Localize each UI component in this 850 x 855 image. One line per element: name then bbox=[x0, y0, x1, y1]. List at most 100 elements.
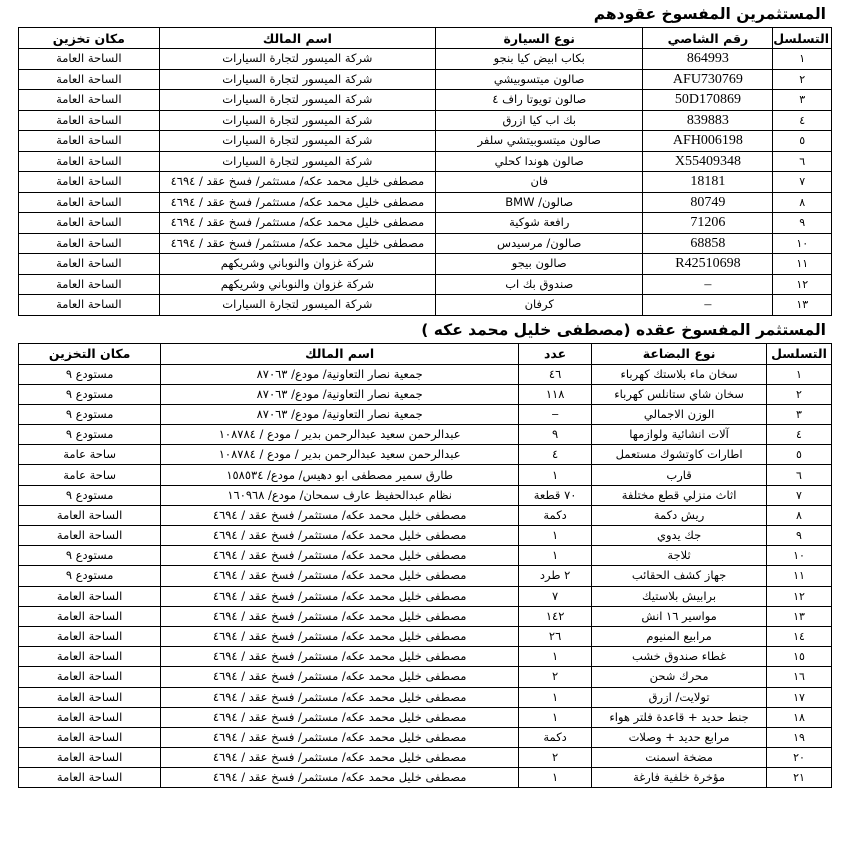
table-row: ١٨ جنط حديد + قاعدة فلتر هواء ١ مصطفى خليل … bbox=[17, 706, 833, 728]
table-row: ١٠ 68858 صالون/ مرسيدس مصطفى خليل محمد عكه/… bbox=[18, 232, 832, 254]
cell-index: ١ bbox=[765, 363, 833, 385]
cell-owner-name: عبدالرحمن سعيد عبدالرحمن بدير / مودع / ١… bbox=[160, 424, 520, 446]
table-body-goods: ١ سخان ماء بلاستك كهرباء ٤٦ جمعية نصار التع… bbox=[17, 363, 833, 789]
cell-owner-name: شركة الميسور لتجارة السيارات bbox=[158, 48, 437, 70]
cell-goods-type: آلات انشائية ولوازمها bbox=[591, 424, 767, 446]
table-row: ٧ اثاث منزلي قطع مختلفة ٧٠ قطعة نظام عبدالح… bbox=[17, 484, 833, 506]
cell-index: ٣ bbox=[765, 403, 833, 426]
table-body-vehicles: ١ 864993 بكاب ابيض كيا بنجو شركة الميسور لت… bbox=[18, 48, 832, 316]
cell-index: ٢ bbox=[772, 68, 832, 90]
cell-storage-location: الساحة العامة bbox=[17, 747, 162, 769]
cell-goods-type: جنط حديد + قاعدة فلتر هواء bbox=[591, 706, 767, 728]
cell-owner-name: جمعية نصار التعاونية/ مودع/ ٨٧٠٦٣ bbox=[160, 383, 520, 405]
table-row: ١٣ ‒ كرفان شركة الميسور لتجارة السيارات السا… bbox=[18, 294, 832, 316]
cell-index: ١٧ bbox=[765, 686, 833, 708]
col-header-index: التسلسل bbox=[765, 342, 833, 365]
cell-count: ‒ bbox=[518, 403, 593, 426]
cell-count: ١ bbox=[518, 686, 593, 708]
cell-owner-name: مصطفى خليل محمد عكه/ مستثمر/ فسخ عقد / ٤… bbox=[158, 232, 437, 254]
cell-storage-location: الساحة العامة bbox=[18, 68, 160, 90]
table-row: ٢ سخان شاي ستانلس كهرباء ١١٨ جمعية نصار الت… bbox=[17, 383, 833, 405]
cell-vehicle-type: صالون/ مرسيدس bbox=[435, 232, 644, 254]
cell-goods-type: الوزن الاجمالي bbox=[591, 403, 767, 426]
cell-vehicle-type: بكاب ابيض كيا بنجو bbox=[435, 48, 644, 70]
table-row: ٦ قارب ١ طارق سمير مصطفى ابو دهيس/ مودع/ ١٥… bbox=[17, 464, 833, 486]
table-wrapper-goods: التسلسل نوع البضاعة عدد اسم المالك مكان … bbox=[17, 342, 833, 789]
cell-chassis-number: 71206 bbox=[642, 212, 774, 234]
cell-chassis-number: 839883 bbox=[642, 109, 774, 131]
cell-chassis-number: AFU730769 bbox=[642, 68, 774, 90]
table-row: ٩ 71206 رافعة شوكية مصطفى خليل محمد عكه/ مس… bbox=[18, 212, 832, 234]
cell-owner-name: شركة الميسور لتجارة السيارات bbox=[158, 68, 437, 90]
cell-index: ٢٠ bbox=[765, 747, 833, 769]
cell-goods-type: تولايت/ ازرق bbox=[591, 686, 767, 708]
cell-vehicle-type: صالون هوندا كحلي bbox=[435, 150, 644, 172]
cell-goods-type: قارب bbox=[591, 464, 767, 486]
table-row: ٨ ريش دكمة دكمة مصطفى خليل محمد عكه/ مستثمر… bbox=[17, 504, 833, 527]
cell-storage-location: الساحة العامة bbox=[17, 605, 162, 627]
cell-owner-name: مصطفى خليل محمد عكه/ مستثمر/ فسخ عقد / ٤… bbox=[160, 666, 520, 688]
table-row: ٧ 18181 فان مصطفى خليل محمد عكه/ مستثمر/ فس… bbox=[18, 171, 832, 193]
cell-chassis-number: ‒ bbox=[642, 294, 774, 316]
table-row: ١٢ ‒ صندوق بك اب شركة غزوان والنوباني وشريك… bbox=[18, 273, 832, 295]
cell-vehicle-type: صالون تويوتا راف ٤ bbox=[435, 89, 644, 111]
section-title-investors-cancelled: المستثمرين المفسوخ عقودهم bbox=[593, 5, 826, 23]
cell-owner-name: شركة الميسور لتجارة السيارات bbox=[158, 89, 437, 111]
cell-count: دكمة bbox=[518, 726, 593, 749]
cell-storage-location: مستودع ٩ bbox=[17, 484, 162, 506]
table-row: ٤ 839883 بك اب كيا ازرق شركة الميسور لتجارة… bbox=[18, 109, 832, 131]
cell-storage-location: الساحة العامة bbox=[17, 666, 162, 688]
col-header-goods-type: نوع البضاعة bbox=[591, 342, 767, 365]
cell-owner-name: مصطفى خليل محمد عكه/ مستثمر/ فسخ عقد / ٤… bbox=[160, 726, 520, 749]
cell-count: ١ bbox=[518, 545, 593, 567]
table-row: ٢١ مؤخرة خلفية فارغة ١ مصطفى خليل محمد عكه/… bbox=[17, 767, 833, 789]
col-header-storage: مكان التخزين bbox=[17, 342, 162, 365]
cell-goods-type: جهاز كشف الحقائب bbox=[591, 565, 767, 587]
cell-storage-location: مستودع ٩ bbox=[17, 545, 162, 567]
cell-index: ١٢ bbox=[765, 585, 833, 607]
cell-index: ١٦ bbox=[765, 666, 833, 688]
table-investor-goods: التسلسل نوع البضاعة عدد اسم المالك مكان … bbox=[17, 342, 833, 789]
cell-storage-location: الساحة العامة bbox=[17, 625, 162, 648]
cell-owner-name: جمعية نصار التعاونية/ مودع/ ٨٧٠٦٣ bbox=[160, 363, 520, 385]
cell-index: ١٣ bbox=[772, 294, 832, 316]
col-header-owner: اسم المالك bbox=[160, 342, 520, 365]
cell-chassis-number: ‒ bbox=[642, 273, 774, 295]
table-row: ١٧ تولايت/ ازرق ١ مصطفى خليل محمد عكه/ مستث… bbox=[17, 686, 833, 708]
table-row: ١١ جهاز كشف الحقائب ٢ طرد مصطفى خليل محمد ع… bbox=[17, 565, 833, 587]
cell-storage-location: الساحة العامة bbox=[18, 294, 160, 316]
cell-storage-location: الساحة العامة bbox=[18, 253, 160, 275]
cell-owner-name: مصطفى خليل محمد عكه/ مستثمر/ فسخ عقد / ٤… bbox=[160, 504, 520, 527]
cell-owner-name: مصطفى خليل محمد عكه/ مستثمر/ فسخ عقد / ٤… bbox=[158, 191, 437, 213]
cell-count: ٢ طرد bbox=[518, 565, 593, 587]
cell-goods-type: مرابع حديد + وصلات bbox=[591, 726, 767, 749]
cell-goods-type: اثاث منزلي قطع مختلفة bbox=[591, 484, 767, 506]
cell-vehicle-type: فان bbox=[435, 171, 644, 193]
cell-owner-name: مصطفى خليل محمد عكه/ مستثمر/ فسخ عقد / ٤… bbox=[158, 212, 437, 234]
table-header-goods: التسلسل نوع البضاعة عدد اسم المالك مكان … bbox=[17, 342, 833, 365]
table-row: ١٦ محرك شحن ٢ مصطفى خليل محمد عكه/ مستثمر/ … bbox=[17, 666, 833, 688]
cell-goods-type: سخان ماء بلاستك كهرباء bbox=[591, 363, 767, 385]
cell-storage-location: الساحة العامة bbox=[18, 212, 160, 234]
cell-owner-name: مصطفى خليل محمد عكه/ مستثمر/ فسخ عقد / ٤… bbox=[160, 686, 520, 708]
table-row: ٨ 80749 صالون/ BMW مصطفى خليل محمد عكه/ مست… bbox=[18, 191, 832, 213]
cell-storage-location: ساحة عامة bbox=[17, 464, 162, 486]
table-row: ٩ جك يدوي ١ مصطفى خليل محمد عكه/ مستثمر/ فس… bbox=[17, 524, 833, 547]
cell-vehicle-type: كرفان bbox=[435, 294, 644, 316]
cell-storage-location: الساحة العامة bbox=[17, 706, 162, 728]
cell-count: ٤ bbox=[518, 444, 593, 466]
cell-count: ٧ bbox=[518, 585, 593, 607]
cell-chassis-number: X55409348 bbox=[642, 150, 774, 172]
cell-index: ١١ bbox=[765, 565, 833, 587]
cell-index: ٣ bbox=[772, 89, 832, 111]
cell-storage-location: مستودع ٩ bbox=[17, 383, 162, 405]
cell-vehicle-type: صالون بيجو bbox=[435, 253, 644, 275]
cell-index: ١٣ bbox=[765, 605, 833, 627]
cell-index: ١٠ bbox=[765, 545, 833, 567]
cell-index: ٨ bbox=[765, 504, 833, 527]
cell-count: ١ bbox=[518, 646, 593, 668]
cell-index: ٧ bbox=[772, 171, 832, 193]
col-header-owner: اسم المالك bbox=[158, 27, 437, 49]
cell-vehicle-type: صالون ميتسوبيتشي سلفر bbox=[435, 130, 644, 152]
table-header-vehicles: التسلسل رقم الشاصي نوع السيارة اسم المال… bbox=[18, 27, 832, 49]
